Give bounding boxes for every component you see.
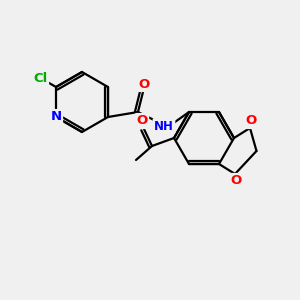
Text: O: O [245, 115, 256, 128]
Text: O: O [136, 115, 148, 128]
Text: Cl: Cl [33, 71, 48, 85]
Text: NH: NH [154, 119, 174, 133]
Text: O: O [230, 175, 242, 188]
Text: N: N [50, 110, 62, 124]
Text: O: O [138, 77, 150, 91]
